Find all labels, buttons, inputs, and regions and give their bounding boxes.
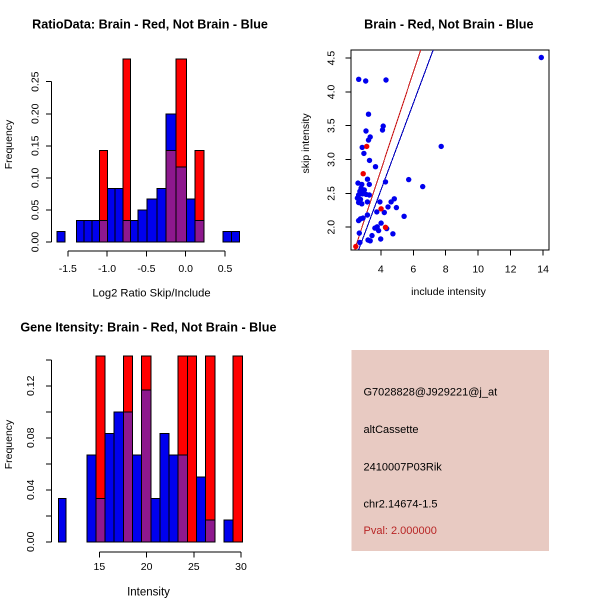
svg-text:15: 15 bbox=[94, 561, 106, 573]
svg-text:0.0: 0.0 bbox=[178, 263, 193, 275]
svg-text:4.0: 4.0 bbox=[326, 84, 338, 99]
svg-text:2.5: 2.5 bbox=[326, 186, 338, 201]
svg-text:0.00: 0.00 bbox=[25, 531, 37, 552]
svg-text:0.04: 0.04 bbox=[25, 479, 37, 500]
svg-text:3.5: 3.5 bbox=[326, 118, 338, 133]
svg-text:Brain - Red, Not Brain - Blue: Brain - Red, Not Brain - Blue bbox=[364, 18, 533, 32]
svg-text:0.00: 0.00 bbox=[30, 232, 42, 253]
svg-text:12: 12 bbox=[505, 264, 517, 276]
svg-text:Frequency: Frequency bbox=[3, 119, 15, 169]
svg-text:0.5: 0.5 bbox=[218, 263, 233, 275]
svg-text:Pval: 2.000000: Pval: 2.000000 bbox=[364, 525, 437, 537]
svg-text:30: 30 bbox=[235, 561, 247, 573]
svg-text:altCassette: altCassette bbox=[364, 424, 419, 436]
svg-text:Intensity: Intensity bbox=[127, 587, 170, 599]
svg-text:skip intensity: skip intensity bbox=[300, 113, 312, 174]
svg-text:20: 20 bbox=[141, 561, 153, 573]
svg-text:14: 14 bbox=[537, 264, 549, 276]
svg-text:G7028828@J929221@j_at: G7028828@J929221@j_at bbox=[364, 387, 498, 399]
svg-text:25: 25 bbox=[188, 561, 200, 573]
svg-text:10: 10 bbox=[472, 264, 484, 276]
svg-text:Log2 Ratio Skip/Include: Log2 Ratio Skip/Include bbox=[92, 288, 210, 300]
svg-text:6: 6 bbox=[410, 264, 416, 276]
svg-text:0.12: 0.12 bbox=[25, 375, 37, 396]
svg-text:4.5: 4.5 bbox=[326, 51, 338, 66]
svg-text:0.05: 0.05 bbox=[30, 200, 42, 221]
svg-text:0.10: 0.10 bbox=[30, 168, 42, 189]
svg-text:-1.5: -1.5 bbox=[59, 263, 77, 275]
svg-text:3.0: 3.0 bbox=[326, 152, 338, 167]
svg-text:chr2.14674-1.5: chr2.14674-1.5 bbox=[364, 499, 438, 511]
svg-text:2410007P03Rik: 2410007P03Rik bbox=[364, 462, 443, 474]
svg-text:4: 4 bbox=[378, 264, 384, 276]
svg-text:8: 8 bbox=[443, 264, 449, 276]
svg-text:-0.5: -0.5 bbox=[137, 263, 155, 275]
svg-text:RatioData: Brain - Red, Not Br: RatioData: Brain - Red, Not Brain - Blue bbox=[32, 18, 268, 32]
svg-text:-1.0: -1.0 bbox=[98, 263, 116, 275]
svg-text:0.25: 0.25 bbox=[30, 71, 42, 92]
svg-text:0.15: 0.15 bbox=[30, 135, 42, 156]
svg-text:0.08: 0.08 bbox=[25, 427, 37, 448]
svg-text:Gene Itensity: Brain - Red, No: Gene Itensity: Brain - Red, Not Brain - … bbox=[20, 320, 276, 334]
svg-text:2.0: 2.0 bbox=[326, 220, 338, 235]
svg-text:0.20: 0.20 bbox=[30, 103, 42, 124]
svg-text:include intensity: include intensity bbox=[411, 286, 486, 298]
svg-text:Frequency: Frequency bbox=[3, 419, 15, 469]
